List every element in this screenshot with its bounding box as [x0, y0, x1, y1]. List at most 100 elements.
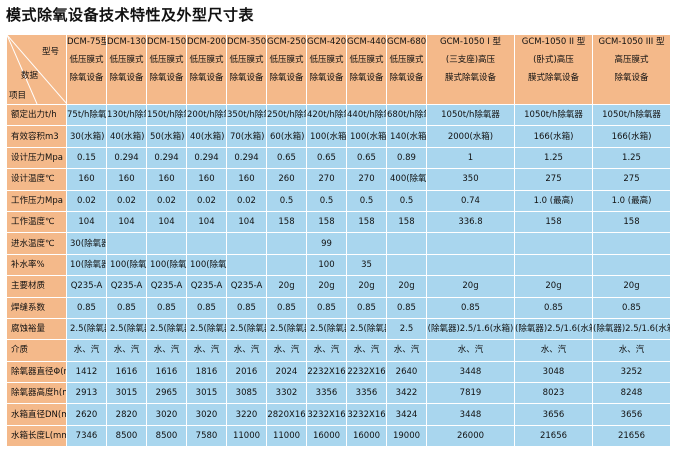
table-cell: 270	[306, 168, 347, 191]
table-cell: Q235-A	[186, 275, 227, 298]
table-cell: 10(除氧器)	[66, 253, 107, 277]
table-cell: 8500	[106, 424, 147, 448]
column-header-line: 低压膜式	[189, 55, 224, 65]
column-header-line: 除氧设备	[229, 73, 264, 83]
table-cell: 200t/h除氧器	[186, 103, 227, 127]
table-cell: 3232X16	[306, 403, 347, 426]
table-row: 设计温度℃160160160160160260270270400(除氧器)350…	[6, 168, 671, 191]
table-cell: 2.5(除氧器)	[306, 317, 347, 341]
table-row: 进水温度℃30(除氧器) 99	[6, 232, 671, 255]
column-header-line: DCM-75型	[67, 37, 107, 47]
table-cell: 100(除氧器)	[186, 253, 227, 277]
table-row: 设计压力Mpa 0.15 0.294 0.294 0.294 0.294 0.65 0.65 0…	[6, 146, 671, 170]
table-cell: 1050t/h除氧器	[592, 103, 671, 127]
table-cell: 3048	[514, 360, 593, 384]
table-cell: 20g	[514, 275, 593, 298]
table-cell: 2.5(除氧器)	[146, 317, 187, 341]
column-header-line: 膜式除氧设备	[444, 73, 496, 83]
table-cell	[386, 253, 427, 277]
table-cell	[426, 253, 515, 277]
table-cell: 400(除氧器)	[386, 168, 427, 191]
table-cell: 50(水箱)	[146, 125, 187, 148]
table-cell: 0.5	[386, 189, 427, 212]
table-cell: 0.02	[226, 189, 267, 212]
column-header: DCM-130型低压膜式除氧设备	[106, 34, 147, 105]
column-header-line: 除氧设备	[614, 73, 649, 83]
table-cell: 40(水箱)	[186, 125, 227, 148]
table-cell: 3232X16	[346, 403, 387, 426]
column-header: DCM-75型 低压膜式 除氧设备	[66, 34, 107, 105]
table-cell: 20g	[266, 275, 307, 298]
table-row: 工作压力Mpa 0.02 0.02 0.02 0.02 0.02 0.5 0.5 0.5 0.5 0…	[6, 189, 671, 212]
table-cell: 158	[346, 210, 387, 234]
table-cell: 0.85	[426, 296, 515, 319]
table-row: 水箱长度L(mm)7346850085007580110001100016000…	[6, 424, 671, 448]
corner-cell: 型号 数据 项目	[6, 34, 67, 105]
column-header-line: GCM-440型	[347, 37, 387, 47]
row-label: 设计压力Mpa	[6, 146, 67, 170]
table-cell: 60(水箱)	[266, 125, 307, 148]
table-row: 水箱直径DN(mm)262028203020302032202820X16323…	[6, 403, 671, 426]
table-cell: 1616	[106, 360, 147, 384]
table-row: 腐蚀裕量2.5(除氧器)2.5(除氧器)2.5(除氧器)2.5(除氧器)2.5(…	[6, 317, 671, 341]
table-cell	[266, 253, 307, 277]
table-cell: 26000	[426, 424, 515, 448]
table-cell	[266, 232, 307, 255]
table-cell: 3015	[106, 382, 147, 405]
corner-model-label: 型号	[42, 47, 60, 57]
row-label: 腐蚀裕量	[6, 317, 67, 341]
row-label: 额定出力t/h	[6, 103, 67, 127]
table-cell: 0.85	[186, 296, 227, 319]
table-cell: 2820	[106, 403, 147, 426]
table-cell: 250t/h除氧器	[266, 103, 307, 127]
table-cell: 3252	[592, 360, 671, 384]
table-cell: 2232X16	[346, 360, 387, 384]
table-cell: 8500	[146, 424, 187, 448]
table-cell: 99	[306, 232, 347, 255]
table-cell: 0.5	[346, 189, 387, 212]
row-label: 水箱直径DN(mm)	[6, 403, 67, 426]
table-cell: 3302	[266, 382, 307, 405]
table-cell	[346, 232, 387, 255]
table-cell: 350	[426, 168, 515, 191]
column-header: DCM-200型低压膜式除氧设备	[186, 34, 227, 105]
row-label: 水箱长度L(mm)	[6, 424, 67, 448]
column-header: GCM-420型低压膜式除氧设备	[306, 34, 347, 105]
column-header: DCM-350型低压膜式除氧设备	[226, 34, 267, 105]
table-cell: 0.294	[186, 146, 227, 170]
column-header-line: (三支座)高压	[445, 55, 496, 65]
row-label: 工作压力Mpa	[6, 189, 67, 212]
column-header-line: 高压膜式	[614, 55, 649, 65]
table-cell: 16000	[346, 424, 387, 448]
table-cell: 0.294	[226, 146, 267, 170]
table-cell: 0.65	[306, 146, 347, 170]
table-cell: 水、汽	[514, 339, 593, 362]
table-cell	[592, 253, 671, 277]
column-header-line: 除氧设备	[309, 73, 344, 83]
table-cell: 1050t/h除氧器	[514, 103, 593, 127]
table-cell: 440t/h除氧器	[346, 103, 387, 127]
table-row: 介质 水、汽 水、汽 水、汽 水、汽 水、汽 水、汽 水、汽 水、汽 水、汽 水、汽 水、汽 水、汽	[6, 339, 671, 362]
column-header-line: 除氧设备	[69, 73, 104, 83]
table-cell: 104	[66, 210, 107, 234]
table-cell: 0.65	[266, 146, 307, 170]
table-cell: 1616	[146, 360, 187, 384]
column-header-line: 除氧设备	[109, 73, 144, 83]
column-header: GCM-1050 I 型 (三支座)高压 膜式除氧设备	[426, 34, 515, 105]
table-cell: 2000(水箱)	[426, 125, 515, 148]
table-cell: 0.85	[266, 296, 307, 319]
column-header-line: 低压膜式	[149, 55, 184, 65]
table-cell: 0.5	[266, 189, 307, 212]
table-cell: 2.5(除氧器)	[266, 317, 307, 341]
column-header-line: 低压膜式	[229, 55, 264, 65]
table-cell: 420t/h除氧器	[306, 103, 347, 127]
table-row: 主要材质 Q235-A Q235-A Q235-A Q235-A Q235-A 20g 20g…	[6, 275, 671, 298]
table-cell	[514, 232, 593, 255]
table-cell: 16000	[306, 424, 347, 448]
table-cell: 11000	[226, 424, 267, 448]
table-cell: 3020	[186, 403, 227, 426]
table-row: 除氧器直径Φ(mm)1412161616161816201620242232X1…	[6, 360, 671, 384]
column-header-line: GCM-250型	[267, 37, 307, 47]
column-header-line: 低压膜式	[349, 55, 384, 65]
